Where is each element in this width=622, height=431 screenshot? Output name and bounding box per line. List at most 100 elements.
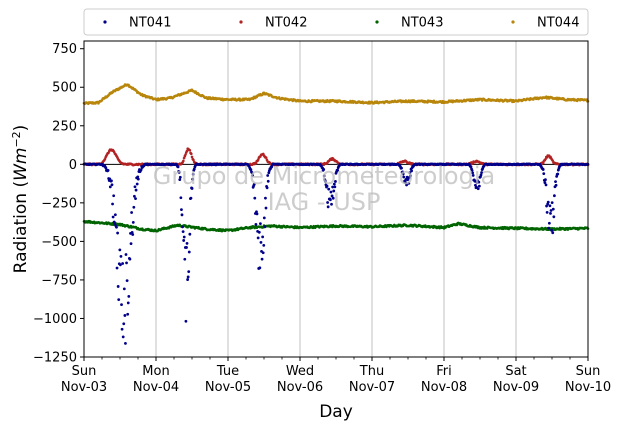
data-point [471,173,475,177]
data-point [185,149,189,153]
y-tick-label: 0 [69,158,77,173]
data-point [124,341,127,345]
series-NT043 [82,219,590,233]
y-tick-label: 750 [52,42,77,57]
data-point [176,165,180,169]
data-point [332,189,336,193]
data-point [554,183,558,187]
data-point [185,241,189,245]
data-point [188,148,192,152]
data-point [260,257,264,261]
data-point [264,206,268,210]
y-axis-title-close: ) [11,125,31,132]
data-point [186,278,190,281]
data-point [106,169,110,172]
data-point [120,327,124,331]
data-point [110,179,113,183]
data-point [192,167,196,171]
data-point [325,184,329,188]
data-point [333,185,337,189]
data-point [322,168,326,171]
legend: NT041 NT042 NT043 NT044 [83,8,589,36]
data-point [178,178,182,182]
data-point [104,166,108,170]
data-point [117,298,121,302]
legend-label-NT041: NT041 [129,16,171,31]
data-point [266,179,270,183]
series-NT044 [82,83,590,106]
data-point [401,172,405,176]
data-point [108,185,112,189]
data-point [254,161,258,165]
data-point [180,208,183,212]
data-point [121,335,125,339]
x-tick-label-day: Sat [505,364,526,379]
x-tick-label-day: Fri [436,364,452,379]
data-point [254,223,258,226]
data-point [402,175,406,179]
data-point [541,168,545,171]
data-point [179,196,183,200]
data-point [261,235,265,239]
x-axis-title: Day [319,402,353,422]
plot-area [84,41,588,357]
data-point [103,158,107,161]
data-point [471,171,475,175]
data-point [474,183,477,187]
data-point [184,153,187,156]
data-point [551,159,555,162]
data-point [264,156,268,159]
data-point [550,201,554,205]
data-point [554,180,557,183]
data-point [125,279,129,283]
data-point [122,322,126,326]
data-point [331,185,335,189]
data-point [542,161,545,165]
data-point [186,275,190,279]
data-point [251,173,254,177]
data-point [134,188,138,192]
legend-label-NT043: NT043 [401,16,443,31]
legend-marker-NT043 [375,20,379,24]
data-point [250,171,254,175]
data-point [544,157,547,161]
data-point [132,205,136,209]
watermark-line-2: IAG - USP [268,188,381,216]
data-point [125,261,128,265]
data-point [191,177,195,181]
data-point [135,182,139,186]
data-point [265,186,269,190]
data-point [119,254,123,258]
data-point [469,165,473,169]
x-tick-label-date: Nov-08 [421,380,467,395]
data-point [552,215,556,219]
data-point [544,183,548,187]
data-point [182,239,186,242]
data-point [116,231,119,235]
data-point [477,184,481,188]
data-point [259,222,262,226]
x-tick-label-day: Sun [576,364,601,379]
y-axis-title-exponent: −2 [10,131,23,147]
data-point [111,202,114,206]
data-point [258,266,262,270]
data-point [190,155,194,159]
data-point [550,228,553,232]
x-tick-label-day: Wed [286,364,314,379]
data-point [192,158,195,162]
y-tick-label: −1000 [33,312,77,327]
data-point [400,166,403,170]
data-point [130,211,134,214]
x-tick-label-date: Nov-06 [277,380,323,395]
data-point [409,174,412,178]
data-point [190,187,194,190]
x-gridlines [155,41,517,357]
x-tick-label-date: Nov-03 [61,380,107,395]
data-point [178,175,182,179]
data-point [180,213,184,217]
data-point [330,202,333,206]
data-point [255,210,258,214]
data-point [264,196,267,200]
y-tick-label: 250 [52,119,77,134]
